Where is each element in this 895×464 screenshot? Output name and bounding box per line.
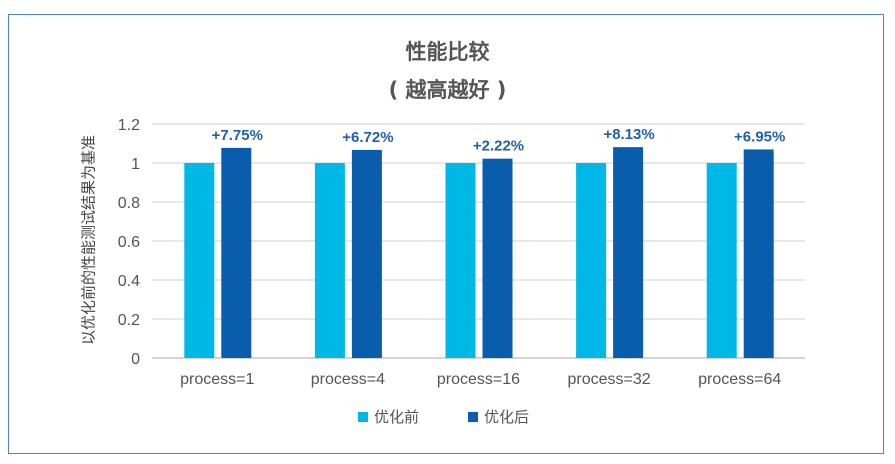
y-tick-label: 0.2 <box>118 312 140 329</box>
legend-swatch-before <box>358 411 368 422</box>
bar-before <box>184 163 215 358</box>
x-tick-label: process=16 <box>437 371 520 388</box>
data-label: +6.72% <box>342 129 393 146</box>
x-tick-label: process=64 <box>698 371 781 388</box>
y-tick-label: 0.4 <box>118 273 140 290</box>
data-label: +6.95% <box>734 128 785 145</box>
data-label: +8.13% <box>603 126 654 143</box>
chart-subtitle: ( 越高越好 ) <box>388 78 507 102</box>
legend-label-after: 优化后 <box>484 408 530 426</box>
y-tick-label: 1.2 <box>118 117 140 134</box>
data-label: +2.22% <box>473 138 524 155</box>
bar-before <box>706 163 737 358</box>
x-tick-label: process=32 <box>568 371 651 388</box>
legend-item-before: 优化前 <box>358 406 419 427</box>
y-tick-label: 0.8 <box>118 195 140 212</box>
legend-swatch-after <box>468 411 478 422</box>
y-tick-label: 0 <box>131 351 140 368</box>
bar-before <box>445 163 476 358</box>
chart-frame <box>8 14 884 454</box>
bar-after <box>743 149 774 358</box>
x-tick-label: process=1 <box>180 371 254 388</box>
bar-before <box>576 163 607 358</box>
legend-item-after: 优化后 <box>468 406 529 427</box>
y-tick-label: 0.6 <box>118 234 140 251</box>
bar-after <box>613 147 644 358</box>
bar-after <box>482 158 513 358</box>
y-tick-label: 1 <box>131 156 140 173</box>
bar-after <box>221 147 252 358</box>
bar-after <box>351 149 382 358</box>
bar-before <box>314 163 345 358</box>
chart-title: 性能比较 <box>405 40 490 64</box>
legend-label-before: 优化前 <box>374 408 420 426</box>
x-tick-label: process=4 <box>311 371 385 388</box>
data-label: +7.75% <box>212 127 263 144</box>
